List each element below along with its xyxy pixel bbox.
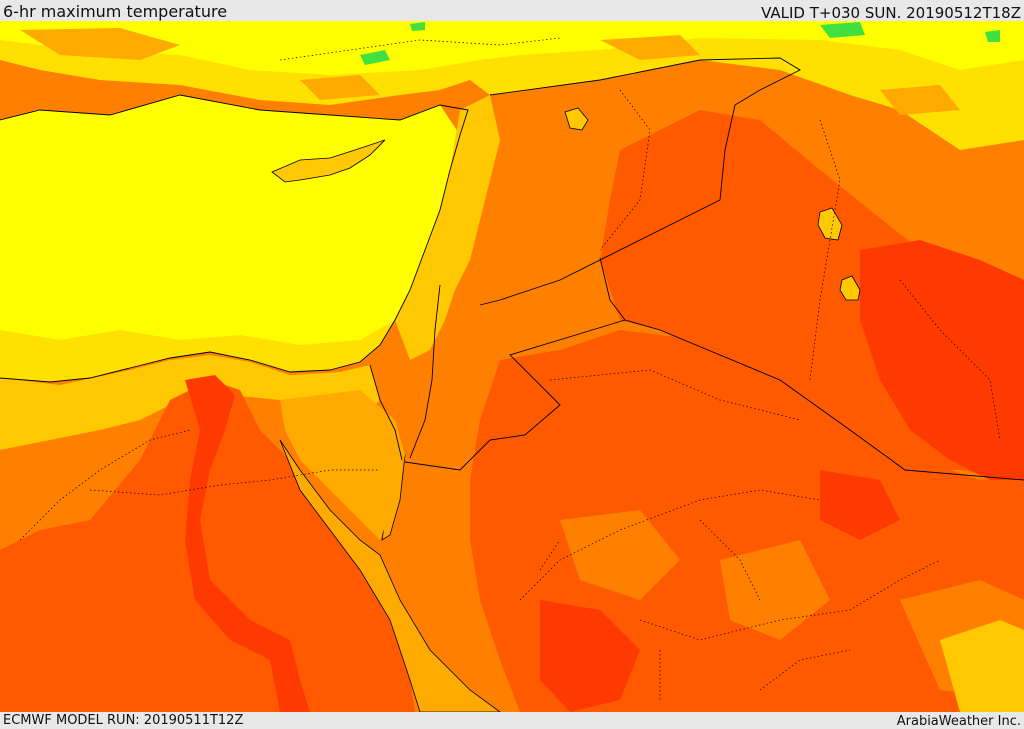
zone-saudi-dark-orange [470, 330, 1024, 712]
border-dead-sea-jordan [409, 284, 441, 459]
zone-nile-red [185, 375, 310, 712]
zone-egypt-dark-orange [0, 380, 415, 712]
zone-saudi-orange-patches [560, 510, 1024, 700]
lake-assad [564, 107, 589, 131]
footer-bar [0, 712, 1024, 729]
zone-iraq-red [860, 240, 1024, 480]
zone-levant-gold [395, 95, 500, 360]
credit-label: ArabiaWeather Inc. [896, 714, 1021, 729]
border-syria-iraq [479, 57, 801, 306]
zone-gulf-gold [940, 620, 1024, 712]
lake-tharthar [817, 207, 843, 241]
zone-turkey-orange-patches [20, 28, 960, 115]
zone-sinai [280, 390, 405, 540]
zone-saudi-red-patches [540, 470, 900, 712]
cyprus-island [271, 139, 386, 183]
border-jordan-iraq-saudi [599, 257, 1024, 481]
zone-egypt-coast-gold [0, 355, 380, 450]
coastline-mediterranean [0, 94, 469, 383]
red-sea [279, 439, 501, 712]
border-egypt-israel [369, 364, 403, 461]
zone-sea-edge-gold [0, 320, 395, 382]
temperature-map[interactable] [0, 21, 1024, 712]
zone-turkey-yellow [0, 21, 1024, 75]
zone-green-patches [360, 22, 1000, 65]
map-title: 6-hr maximum temperature [3, 2, 228, 21]
border-jordan-saudi [404, 319, 626, 471]
header-bar [0, 0, 1024, 21]
lake-razzaza [839, 275, 861, 301]
dotted-province-lines [19, 37, 1001, 700]
model-run-label: ECMWF MODEL RUN: 20190511T12Z [3, 713, 244, 728]
valid-time-label: VALID T+030 SUN. 20190512T18Z [761, 4, 1021, 22]
